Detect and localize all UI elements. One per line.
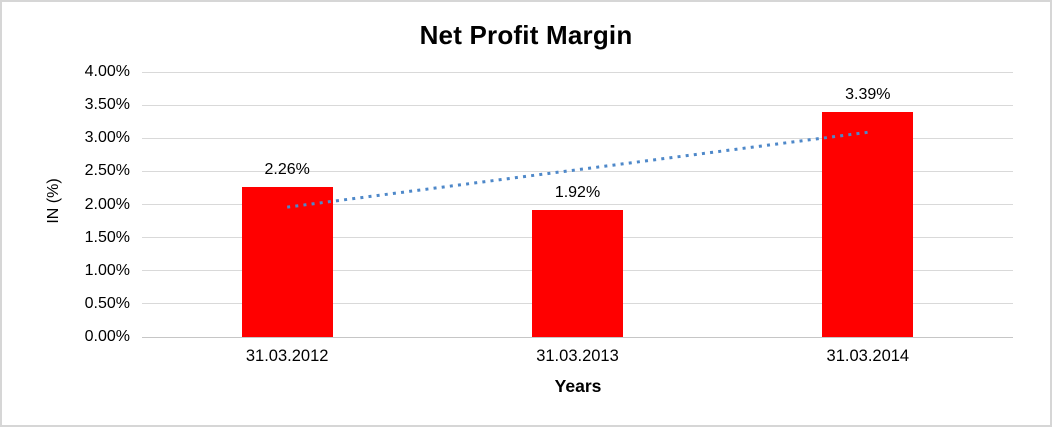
y-tick-label: 3.00% (84, 129, 130, 147)
bar-data-label: 1.92% (554, 183, 601, 201)
bar-31.03.2013 (532, 209, 623, 337)
x-axis-title: Years (554, 376, 602, 396)
y-tick-label: 2.00% (84, 195, 130, 213)
bar-31.03.2014 (822, 112, 914, 337)
y-gridline (142, 71, 1013, 73)
y-gridline (142, 104, 1013, 106)
bar-31.03.2012 (241, 187, 333, 337)
bar-data-label: 3.39% (845, 86, 891, 104)
x-tick-label: 31.03.2014 (826, 347, 910, 365)
x-axis-line (142, 336, 1013, 338)
y-tick-label: 1.50% (84, 228, 130, 246)
x-tick-label: 31.03.2013 (536, 347, 619, 365)
y-tick-label: 1.00% (84, 261, 130, 279)
y-tick-label: 0.50% (84, 294, 130, 312)
x-tick-label: 31.03.2012 (245, 347, 329, 365)
chart-title: Net Profit Margin (419, 20, 633, 50)
bar-data-label: 2.26% (264, 161, 310, 179)
y-tick-label: 3.50% (84, 96, 130, 114)
y-tick-label: 4.00% (84, 63, 130, 80)
y-tick-label: 2.50% (84, 162, 130, 180)
y-tick-label: 0.00% (84, 328, 130, 345)
